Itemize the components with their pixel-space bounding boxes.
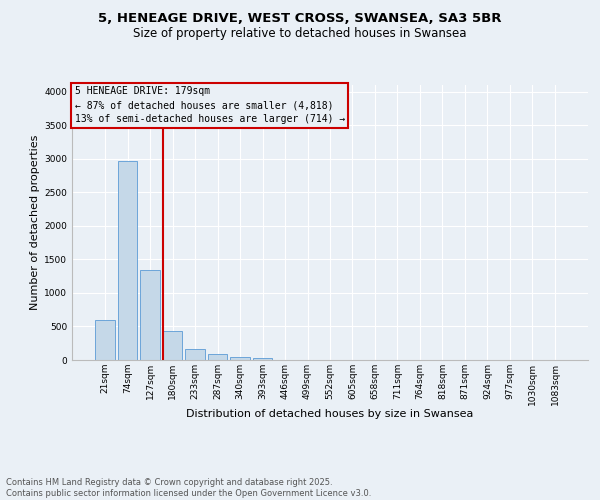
- Bar: [163, 331, 182, 360]
- Bar: [118, 161, 137, 360]
- Bar: [95, 320, 115, 360]
- X-axis label: Distribution of detached houses by size in Swansea: Distribution of detached houses by size …: [187, 409, 473, 419]
- Bar: [253, 358, 272, 360]
- Bar: [208, 354, 227, 360]
- Y-axis label: Number of detached properties: Number of detached properties: [30, 135, 40, 310]
- Text: 5, HENEAGE DRIVE, WEST CROSS, SWANSEA, SA3 5BR: 5, HENEAGE DRIVE, WEST CROSS, SWANSEA, S…: [98, 12, 502, 26]
- Text: Size of property relative to detached houses in Swansea: Size of property relative to detached ho…: [133, 28, 467, 40]
- Text: 5 HENEAGE DRIVE: 179sqm
← 87% of detached houses are smaller (4,818)
13% of semi: 5 HENEAGE DRIVE: 179sqm ← 87% of detache…: [74, 86, 345, 124]
- Bar: [230, 357, 250, 360]
- Text: Contains HM Land Registry data © Crown copyright and database right 2025.
Contai: Contains HM Land Registry data © Crown c…: [6, 478, 371, 498]
- Bar: [140, 270, 160, 360]
- Bar: [185, 350, 205, 360]
